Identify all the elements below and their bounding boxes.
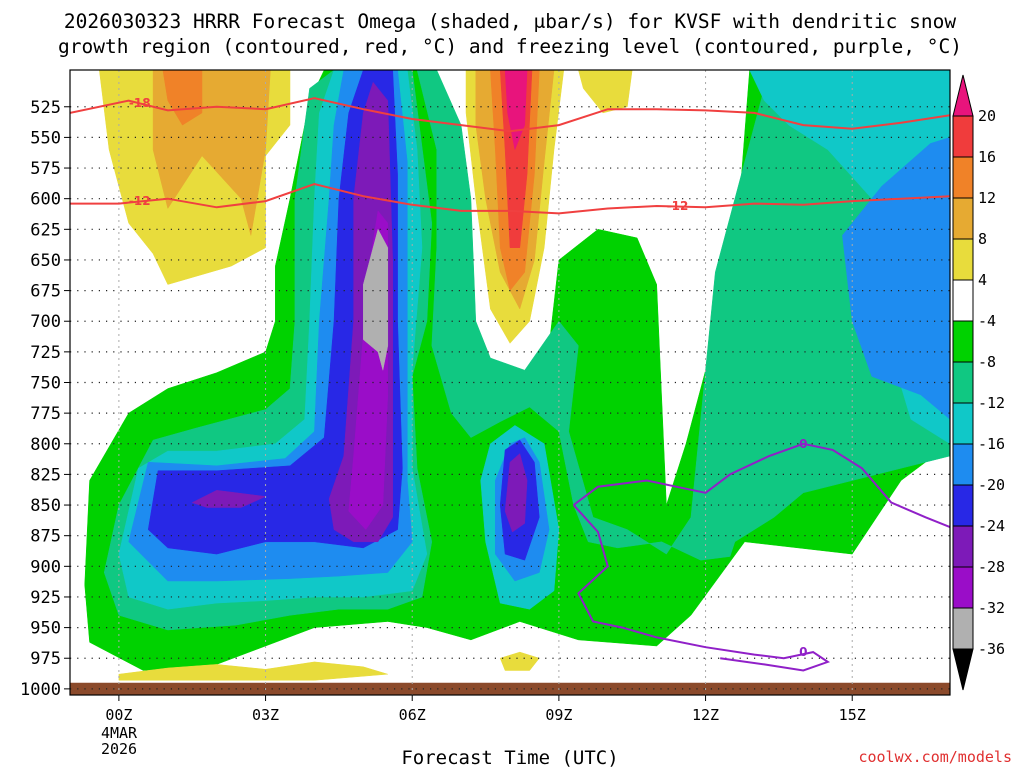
y-tick-label-925: 925 (30, 588, 61, 608)
time-axis: 00Z 03Z 06Z 09Z 12Z 15Z (105, 695, 866, 724)
dgz-contour-label: -12 (129, 194, 151, 208)
y-tick-label-575: 575 (30, 159, 61, 179)
colorbar-label: -12 (978, 394, 1005, 412)
colorbar-swatch (952, 238, 974, 281)
dgz-contour-label: -12 (667, 199, 689, 213)
y-tick-label-775: 775 (30, 404, 61, 424)
date-label-year: 2026 (101, 740, 137, 758)
omega-region-4 (499, 651, 540, 671)
y-tick-label-975: 975 (30, 649, 61, 669)
x-tick-label-15Z: 15Z (839, 706, 866, 724)
colorbar-label: 12 (978, 189, 996, 207)
y-tick-label-825: 825 (30, 465, 61, 485)
colorbar-label: 16 (978, 148, 996, 166)
colorbar-swatch (952, 115, 974, 158)
dgz-contour-neg18 (70, 97, 950, 133)
colorbar-arrow-top (952, 74, 974, 117)
colorbar-label: -32 (978, 599, 1005, 617)
x-tick-label-03Z: 03Z (252, 706, 279, 724)
colorbar-swatch (952, 525, 974, 568)
x-tick-label-09Z: 09Z (545, 706, 572, 724)
omega-region-neg24 (191, 490, 267, 508)
y-tick-label-725: 725 (30, 343, 61, 363)
omega-region-neg20 (147, 70, 403, 555)
chart-title-line2: growth region (contoured, red, °C) and f… (58, 35, 962, 58)
y-tick-label-950: 950 (30, 619, 61, 639)
colorbar-label: -4 (978, 312, 996, 330)
y-tick-label-550: 550 (30, 128, 61, 148)
colorbar-swatch (952, 197, 974, 240)
dgz-contour-label: -18 (129, 96, 151, 110)
y-tick-label-800: 800 (30, 435, 61, 455)
freezing-level-contour (573, 442, 950, 529)
colorbar-label: -20 (978, 476, 1005, 494)
y-tick-label-750: 750 (30, 374, 61, 394)
colorbar-swatch (952, 566, 974, 609)
dgz-contour-neg12 (70, 182, 950, 215)
colorbar-swatch (952, 607, 974, 650)
credit-link[interactable]: coolwx.com/models (858, 748, 1012, 766)
colorbar-swatch (952, 279, 974, 322)
colorbar-swatch (952, 402, 974, 445)
y-tick-label-600: 600 (30, 190, 61, 210)
freezing-level-contour-loop (572, 504, 831, 672)
x-tick-label-00Z: 00Z (105, 706, 132, 724)
x-tick-label-06Z: 06Z (399, 706, 426, 724)
colorbar-label: -24 (978, 517, 1005, 535)
y-tick-label-850: 850 (30, 496, 61, 516)
y-tick-label-1000: 1000 (20, 680, 61, 700)
omega-region-neg24 (504, 453, 528, 533)
colorbar-label: 4 (978, 271, 987, 289)
colorbar-arrow-bottom (952, 648, 974, 691)
colorbar-swatch (952, 443, 974, 486)
colorbar-swatch (952, 484, 974, 527)
colorbar-swatch (952, 320, 974, 363)
freezing-level-label: 0 (799, 645, 807, 659)
y-tick-label-525: 525 (30, 98, 61, 118)
omega-region-12 (162, 70, 203, 126)
colorbar-swatch (952, 361, 974, 404)
omega-region-neg32 (363, 228, 389, 371)
colorbar-label: -36 (978, 640, 1005, 658)
y-tick-label-875: 875 (30, 527, 61, 547)
y-tick-label-625: 625 (30, 220, 61, 240)
pressure-axis: 525 550 575 600 625 650 675 700 725 750 775 800 825 8… (20, 98, 70, 700)
date-label-month: 4MAR (101, 724, 138, 742)
colorbar-label: 20 (978, 107, 996, 125)
colorbar-label: 8 (978, 230, 987, 248)
grid-lines (70, 70, 950, 695)
x-axis-title: Forecast Time (UTC) (401, 747, 618, 768)
chart-title-line1: 2026030323 HRRR Forecast Omega (shaded, … (64, 10, 956, 33)
colorbar-swatch (952, 156, 974, 199)
omega-region-4 (118, 661, 388, 681)
colorbar-label: -16 (978, 435, 1005, 453)
colorbar: -36 -32 -28 -24 -20 -16 -12 -8 -4 4 8 12 16 20 (952, 74, 1005, 691)
freezing-level-label: 0 (799, 437, 807, 451)
y-tick-label-650: 650 (30, 251, 61, 271)
y-tick-label-675: 675 (30, 282, 61, 302)
colorbar-label: -8 (978, 353, 996, 371)
y-tick-label-900: 900 (30, 557, 61, 577)
omega-region-neg16 (842, 137, 950, 420)
colorbar-label: -28 (978, 558, 1005, 576)
contour-lines: -18 -12 -12 0 0 (70, 96, 950, 672)
x-tick-label-12Z: 12Z (692, 706, 719, 724)
y-tick-label-700: 700 (30, 312, 61, 332)
